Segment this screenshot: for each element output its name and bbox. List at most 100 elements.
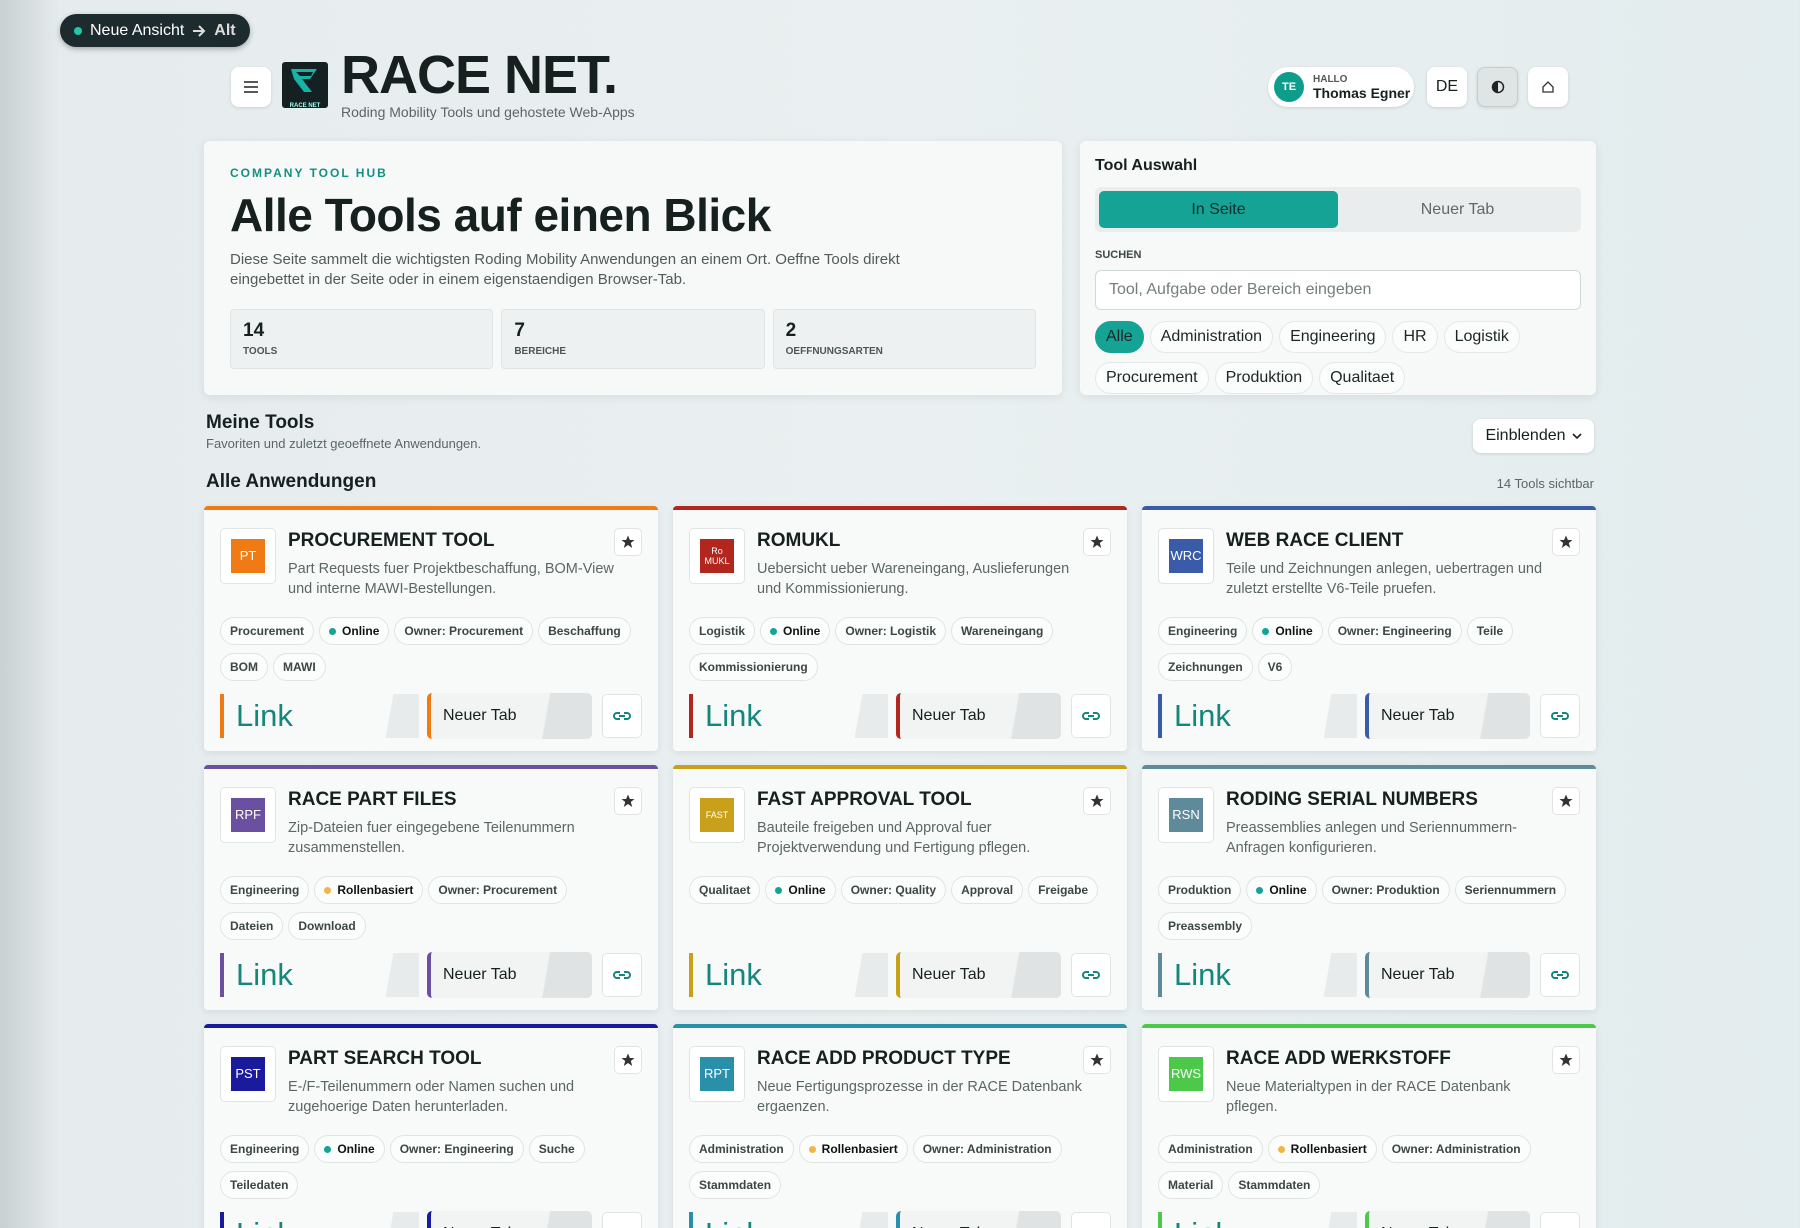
- home-button[interactable]: [1528, 67, 1568, 107]
- link-button[interactable]: Link: [1158, 1212, 1313, 1228]
- mode-option[interactable]: Neuer Tab: [1420, 200, 1495, 218]
- view-toggle[interactable]: Neue Ansicht Alt: [60, 14, 250, 47]
- status-dot: [324, 886, 332, 894]
- app-icon: RPF: [231, 798, 265, 832]
- filter-chip[interactable]: Alle: [1095, 321, 1144, 353]
- new-tab-button[interactable]: Neuer Tab: [896, 952, 1061, 998]
- new-tab-button[interactable]: Neuer Tab: [1365, 1211, 1530, 1228]
- filter-chip[interactable]: Logistik: [1443, 321, 1520, 353]
- link-button[interactable]: Link: [689, 1212, 844, 1228]
- filter-chip[interactable]: Produktion: [1214, 362, 1314, 394]
- card-title: RACE ADD PRODUCT TYPE: [757, 1048, 1011, 1069]
- star-icon: [621, 1053, 635, 1066]
- link-button[interactable]: Link: [689, 953, 844, 997]
- favorite-button[interactable]: [1083, 787, 1111, 815]
- toggle-button[interactable]: Einblenden: [1473, 419, 1594, 453]
- card-description: E-/F-Teilenummern oder Namen suchen und …: [288, 1079, 575, 1115]
- view-action: Alt: [214, 21, 236, 39]
- user-pill[interactable]: TE HALLO Thomas Egner: [1268, 67, 1414, 107]
- copy-link-button[interactable]: [1071, 694, 1111, 738]
- copy-link-button[interactable]: [602, 953, 642, 997]
- stat: 7 BEREICHE: [501, 309, 765, 369]
- actions: Link Neuer Tab: [689, 693, 1111, 739]
- favorite-button[interactable]: [1083, 528, 1111, 556]
- copy-link-button[interactable]: [1071, 953, 1111, 997]
- tag: Material: [1158, 1171, 1224, 1199]
- menu-button[interactable]: [231, 67, 271, 107]
- eyebrow: COMPANY TOOL HUB: [230, 166, 388, 180]
- card-text: RACE PART FILES Zip-Dateien fuer eingegeb…: [288, 787, 628, 858]
- link-button[interactable]: Link: [1158, 953, 1313, 997]
- status-dot: [808, 1145, 816, 1153]
- tag: Beschaffung: [538, 617, 631, 645]
- link-button[interactable]: Link: [220, 953, 375, 997]
- copy-link-button[interactable]: [1540, 1212, 1580, 1228]
- status-dot: [329, 627, 337, 635]
- favorite-button[interactable]: [614, 787, 642, 815]
- search-label: SUCHEN: [1095, 249, 1142, 261]
- tag: Kommissionierung: [689, 653, 818, 681]
- favorite-button[interactable]: [1083, 1046, 1111, 1074]
- new-tab-button[interactable]: Neuer Tab: [896, 693, 1061, 739]
- filter-chip[interactable]: Procurement: [1095, 362, 1209, 394]
- card-title: PROCUREMENT TOOL: [288, 530, 495, 551]
- new-tab-button[interactable]: Neuer Tab: [1365, 952, 1530, 998]
- app-icon: RWS: [1169, 1057, 1203, 1091]
- link-button[interactable]: Link: [220, 694, 375, 738]
- tag: Produktion: [1158, 876, 1242, 904]
- status-tag: Online: [760, 617, 831, 645]
- divider-shape: [1313, 694, 1357, 738]
- copy-link-button[interactable]: [602, 694, 642, 738]
- filter-chip[interactable]: Administration: [1149, 321, 1274, 353]
- logo-text: RACE NET: [289, 103, 321, 109]
- app-icon: PT: [231, 539, 265, 573]
- new-tab-button[interactable]: Neuer Tab: [427, 693, 592, 739]
- star-icon: [621, 535, 635, 548]
- star-icon: [1559, 1053, 1573, 1066]
- favorite-button[interactable]: [614, 1046, 642, 1074]
- filter-chip[interactable]: HR: [1392, 321, 1438, 353]
- status-dot: [775, 886, 783, 894]
- divider-shape: [844, 694, 888, 738]
- stat-label: TOOLS: [243, 346, 278, 357]
- filter-chip[interactable]: Qualitaet: [1319, 362, 1406, 394]
- app-icon: FAST: [700, 798, 734, 832]
- section-title: Alle Anwendungen: [206, 471, 377, 492]
- tags: Logistik Online Owner: Logistik Wareneingan…: [689, 617, 1109, 689]
- favorite-button[interactable]: [1552, 787, 1580, 815]
- actions: Link Neuer Tab: [1158, 693, 1580, 739]
- language-button[interactable]: DE: [1427, 67, 1467, 107]
- copy-link-button[interactable]: [1540, 953, 1580, 997]
- new-tab-button[interactable]: Neuer Tab: [896, 1211, 1061, 1228]
- new-tab-button[interactable]: Neuer Tab: [1365, 693, 1530, 739]
- copy-link-button[interactable]: [602, 1212, 642, 1228]
- tag: Zeichnungen: [1158, 653, 1253, 681]
- status-label: Rollenbasiert: [1290, 1142, 1367, 1156]
- tag: Owner: Procurement: [394, 617, 534, 645]
- new-tab-button[interactable]: Neuer Tab: [427, 952, 592, 998]
- search-input[interactable]: Tool, Aufgabe oder Bereich eingeben: [1095, 270, 1581, 310]
- tag: Logistik: [689, 617, 756, 645]
- link-button[interactable]: Link: [689, 694, 844, 738]
- copy-link-button[interactable]: [1540, 694, 1580, 738]
- card-title: RACE PART FILES: [288, 789, 457, 810]
- avatar: TE: [1274, 72, 1304, 102]
- divider-shape: [1313, 1212, 1357, 1228]
- mode-option[interactable]: In Seite: [1099, 191, 1338, 228]
- theme-button[interactable]: [1477, 67, 1518, 107]
- link-button[interactable]: Link: [1158, 694, 1313, 738]
- filter-chip[interactable]: Engineering: [1279, 321, 1387, 353]
- favorite-button[interactable]: [1552, 1046, 1580, 1074]
- favorite-button[interactable]: [1552, 528, 1580, 556]
- copy-link-button[interactable]: [1071, 1212, 1111, 1228]
- link-button[interactable]: Link: [220, 1212, 375, 1228]
- mode-switch: In Seite Neuer Tab: [1095, 187, 1581, 232]
- tags: Procurement Online Owner: Procurement Besch…: [220, 617, 640, 689]
- divider-shape: [375, 1212, 419, 1228]
- favorite-button[interactable]: [614, 528, 642, 556]
- card-header: RPT RACE ADD PRODUCT TYPE Neue Fertigungsp…: [689, 1046, 1111, 1117]
- icon-box: WRC: [1158, 528, 1214, 584]
- tag: Owner: Procurement: [428, 876, 568, 904]
- greeting: HALLO: [1313, 73, 1348, 85]
- new-tab-button[interactable]: Neuer Tab: [427, 1211, 592, 1228]
